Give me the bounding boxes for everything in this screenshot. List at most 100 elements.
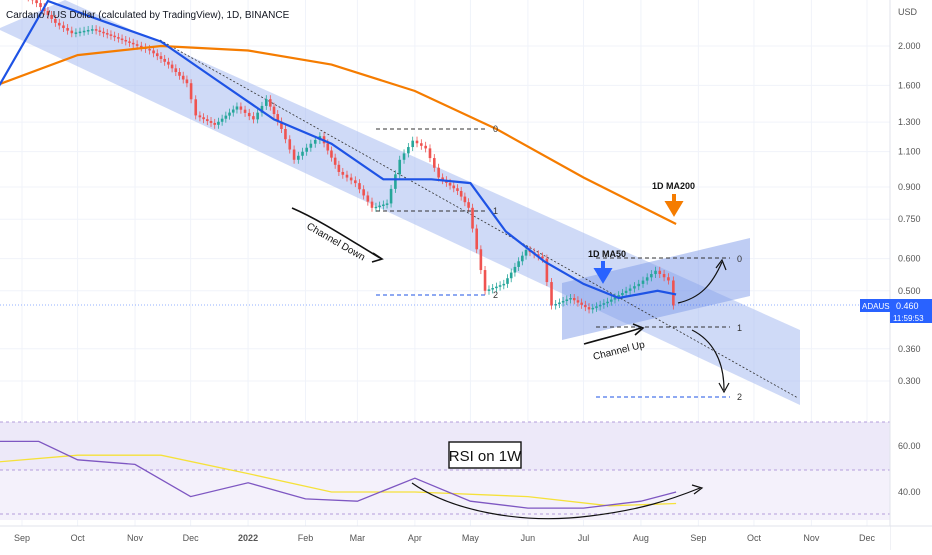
candle-body: [35, 0, 38, 3]
candle-body: [213, 123, 216, 125]
rsi-note-box: RSI on 1W: [449, 442, 522, 468]
candle-body: [650, 274, 653, 277]
candle-body: [71, 31, 74, 34]
candle-body: [362, 189, 365, 195]
candle-body: [588, 307, 591, 309]
candle-body: [124, 40, 127, 42]
time-tick-label: Apr: [408, 533, 422, 543]
candle-body: [603, 303, 606, 305]
candle-body: [467, 202, 470, 208]
fib-label-cd-2: 2: [493, 290, 498, 300]
candle-body: [132, 43, 135, 45]
candle-body: [91, 29, 94, 31]
candle-body: [375, 207, 378, 209]
time-tick-label: Aug: [633, 533, 649, 543]
candle-body: [424, 146, 427, 149]
time-tick-label: Sep: [690, 533, 706, 543]
candle-body: [194, 99, 197, 115]
candle-body: [403, 153, 406, 159]
candle-body: [471, 208, 474, 229]
candle-body: [456, 188, 459, 191]
candle-body: [433, 158, 436, 168]
candle-body: [420, 143, 423, 146]
candle-body: [113, 36, 116, 38]
candle-body: [310, 144, 313, 148]
time-tick-label: Nov: [127, 533, 144, 543]
price-tick-label: 0.750: [898, 214, 921, 224]
candle-body: [452, 186, 455, 189]
candle-body: [121, 39, 124, 41]
candle-body: [386, 203, 389, 205]
candle-body: [178, 72, 181, 76]
candle-body: [633, 286, 636, 288]
candle-body: [569, 298, 572, 300]
time-tick-label: Oct: [71, 533, 86, 543]
fib-label-cu-2: 2: [737, 392, 742, 402]
candle-body: [484, 270, 487, 291]
candle-body: [550, 282, 553, 305]
candle-body: [148, 49, 151, 51]
candle-body: [573, 298, 576, 300]
candle-body: [244, 110, 247, 113]
candle-body: [346, 175, 349, 178]
candle-body: [265, 99, 268, 106]
candle-body: [488, 289, 491, 291]
time-tick-label: Dec: [183, 533, 200, 543]
candle-body: [558, 303, 561, 305]
last-price-label: 0.460: [896, 301, 919, 311]
candle-body: [416, 141, 419, 144]
candle-body: [464, 197, 467, 203]
candle-body: [163, 59, 166, 62]
candle-body: [39, 3, 42, 7]
candle-body: [83, 31, 86, 32]
candle-body: [480, 249, 483, 270]
candle-body: [654, 271, 657, 274]
fib-label-cu-1: 1: [737, 323, 742, 333]
candle-body: [475, 229, 478, 250]
candle-body: [580, 303, 583, 305]
candle-body: [136, 44, 139, 46]
candle-body: [595, 306, 598, 308]
candle-body: [338, 165, 341, 172]
candle-body: [382, 205, 385, 207]
candle-body: [236, 106, 239, 109]
candle-body: [334, 158, 337, 165]
candle-body: [167, 62, 170, 65]
price-tick-label: 1.100: [898, 147, 921, 157]
candle-body: [58, 23, 61, 26]
candle-body: [106, 33, 109, 35]
candle-body: [606, 302, 609, 304]
candle-body: [248, 113, 251, 116]
candle-body: [240, 106, 243, 109]
candle-body: [301, 152, 304, 156]
candle-body: [367, 195, 370, 201]
candle-body: [314, 140, 317, 144]
candle-body: [629, 288, 632, 290]
candle-body: [378, 206, 381, 208]
candle-body: [110, 34, 113, 36]
candle-body: [506, 278, 509, 284]
time-tick-label: Jun: [521, 533, 536, 543]
countdown-label: 11:59:53: [893, 314, 924, 323]
time-tick-label: Dec: [859, 533, 876, 543]
candle-body: [152, 50, 155, 53]
candle-body: [566, 300, 569, 302]
currency-label: USD: [898, 7, 918, 17]
candle-body: [394, 174, 397, 189]
candle-body: [460, 191, 463, 197]
candle-body: [358, 183, 361, 189]
candle-body: [221, 119, 224, 122]
candle-body: [642, 281, 645, 284]
candle-body: [646, 277, 649, 280]
candle-body: [499, 285, 502, 287]
candle-body: [228, 113, 231, 116]
candle-body: [577, 300, 580, 302]
price-tick-label: 0.500: [898, 286, 921, 296]
time-tick-label: May: [462, 533, 480, 543]
candle-body: [175, 68, 178, 72]
candle-body: [510, 273, 513, 279]
candle-body: [610, 300, 613, 302]
rsi-band: [0, 422, 890, 470]
